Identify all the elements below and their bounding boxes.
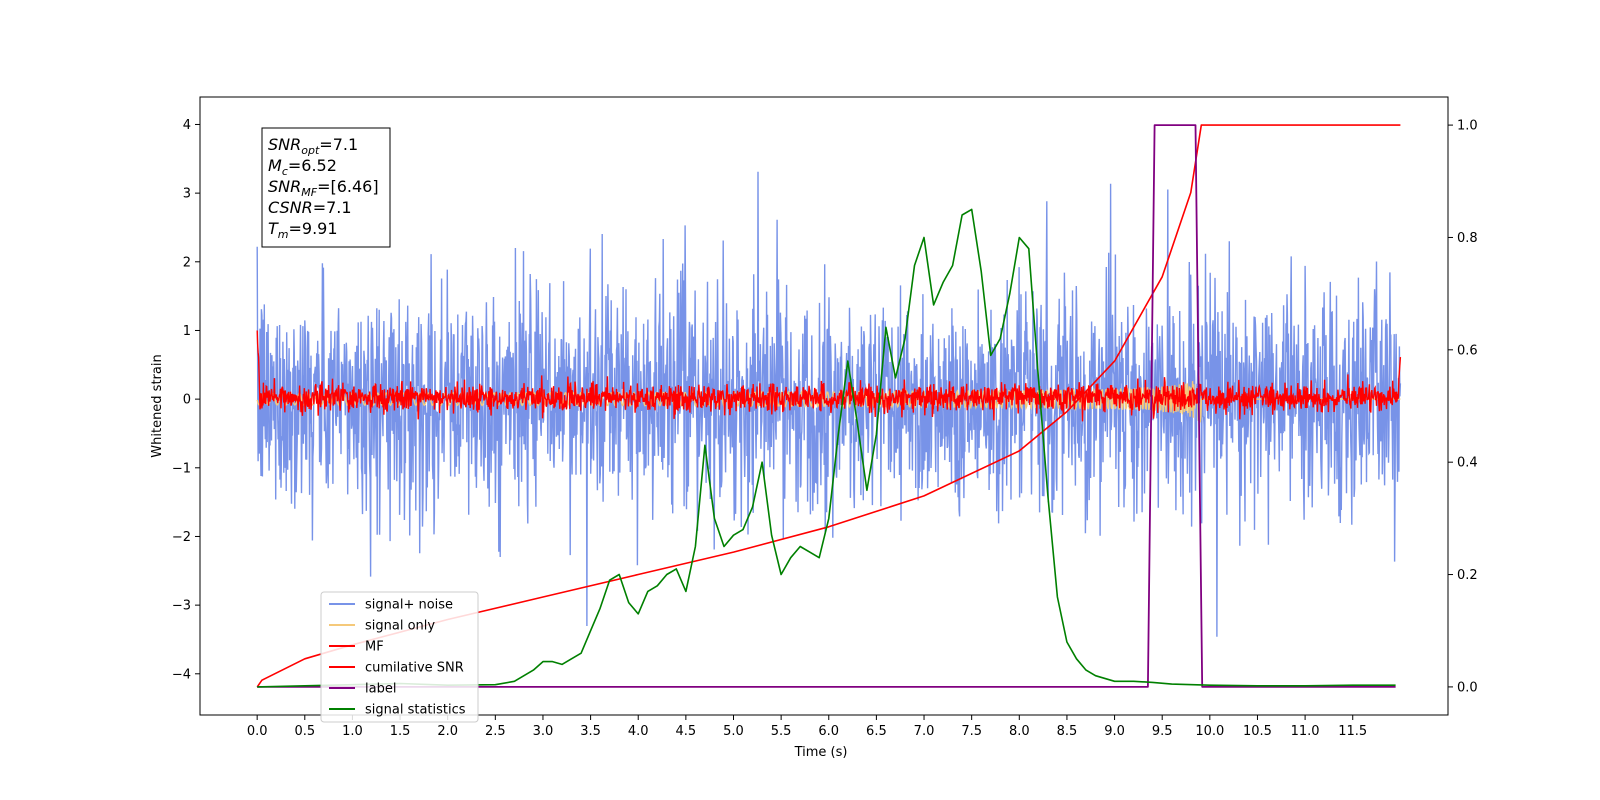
x-tick-label: 7.0 bbox=[914, 724, 935, 739]
x-axis: 0.0 0.5 1.0 1.5 2.0 2.5 3.0 3.5 4.0 4.5 5.0 5.5 6.0 6… bbox=[247, 715, 1367, 739]
x-tick-label: 10.5 bbox=[1243, 724, 1272, 739]
annotation-value: =7.1 bbox=[313, 198, 352, 217]
annotation-line: SNRopt=7.1 bbox=[268, 135, 358, 157]
plot-frame bbox=[199, 96, 1449, 716]
y2-tick-label: 0.0 bbox=[1457, 680, 1478, 695]
series-mf-line bbox=[256, 330, 1402, 422]
x-tick-label: 0.0 bbox=[247, 724, 268, 739]
y2-tick-label: 0.2 bbox=[1457, 568, 1478, 583]
y2-tick-label: 0.4 bbox=[1457, 456, 1478, 471]
y-tick-label: −2 bbox=[172, 530, 191, 545]
y-tick-label: −1 bbox=[172, 461, 191, 476]
legend: signal+ noise signal only MF cumilative SNR… bbox=[320, 591, 479, 723]
series-signal-noise-line bbox=[256, 171, 1402, 637]
y-tick-label: 3 bbox=[183, 187, 191, 202]
annotation-line: Tm=9.91 bbox=[268, 219, 338, 241]
annotation-name: SNR bbox=[268, 177, 301, 196]
annotation-subscript: opt bbox=[301, 144, 320, 157]
annotation-line: SNRMF=[6.46] bbox=[268, 177, 379, 199]
annotation-name: CSNR bbox=[268, 198, 313, 217]
legend-label: signal only bbox=[365, 619, 435, 634]
y-tick-label: −4 bbox=[172, 667, 191, 682]
y-axis-right: 0.0 0.2 0.4 0.6 0.8 1.0 bbox=[1448, 119, 1478, 695]
x-tick-label: 4.5 bbox=[676, 724, 697, 739]
x-tick-label: 5.5 bbox=[771, 724, 792, 739]
annotation-value: =9.91 bbox=[289, 219, 338, 238]
annotation-subscript: m bbox=[278, 228, 289, 241]
annotation-value: =7.1 bbox=[319, 135, 358, 154]
x-tick-label: 8.5 bbox=[1057, 724, 1078, 739]
x-tick-label: 7.5 bbox=[961, 724, 982, 739]
x-tick-label: 9.0 bbox=[1104, 724, 1125, 739]
x-tick-label: 10.0 bbox=[1195, 724, 1224, 739]
annotation-name: M bbox=[268, 156, 282, 175]
y2-tick-label: 0.8 bbox=[1457, 231, 1478, 246]
x-tick-label: 3.0 bbox=[533, 724, 554, 739]
x-tick-label: 4.0 bbox=[628, 724, 649, 739]
annotation-subscript: MF bbox=[301, 186, 317, 199]
annotation-name: T bbox=[268, 219, 279, 238]
legend-label: signal+ noise bbox=[365, 598, 453, 613]
y-tick-label: −3 bbox=[172, 599, 191, 614]
annotation-subscript: c bbox=[282, 165, 288, 178]
x-tick-label: 6.5 bbox=[866, 724, 887, 739]
annotation-box: SNRopt=7.1Mc=6.52SNRMF=[6.46]CSNR=7.1Tm=… bbox=[261, 127, 391, 248]
x-tick-label: 2.5 bbox=[485, 724, 506, 739]
y-axis-left: −4 −3 −2 −1 0 1 2 3 4 bbox=[172, 118, 200, 682]
y-tick-label: 1 bbox=[183, 324, 191, 339]
y-tick-label: 2 bbox=[183, 255, 191, 270]
x-axis-label: Time (s) bbox=[794, 745, 848, 760]
x-tick-label: 11.0 bbox=[1291, 724, 1320, 739]
y2-tick-label: 0.6 bbox=[1457, 343, 1478, 358]
x-tick-label: 8.0 bbox=[1009, 724, 1030, 739]
x-tick-label: 5.0 bbox=[723, 724, 744, 739]
annotation-name: SNR bbox=[268, 135, 301, 154]
annotation-line: Mc=6.52 bbox=[268, 156, 337, 178]
annotation-frame bbox=[261, 127, 391, 248]
series-label-line bbox=[257, 124, 1396, 688]
y-tick-label: 0 bbox=[183, 393, 191, 408]
annotation-value: =6.52 bbox=[288, 156, 337, 175]
legend-label: label bbox=[365, 682, 396, 697]
x-tick-label: 3.5 bbox=[580, 724, 601, 739]
legend-label: signal statistics bbox=[365, 703, 466, 718]
y2-tick-label: 1.0 bbox=[1457, 119, 1478, 134]
legend-label: MF bbox=[365, 640, 384, 655]
x-tick-label: 1.0 bbox=[342, 724, 363, 739]
x-tick-label: 9.5 bbox=[1152, 724, 1173, 739]
annotation-value: =[6.46] bbox=[317, 177, 379, 196]
x-tick-label: 1.5 bbox=[390, 724, 411, 739]
x-tick-label: 2.0 bbox=[437, 724, 458, 739]
legend-label: cumilative SNR bbox=[365, 661, 464, 676]
x-tick-label: 6.0 bbox=[818, 724, 839, 739]
x-tick-label: 0.5 bbox=[294, 724, 315, 739]
series-signal-statistics-line bbox=[257, 208, 1396, 688]
y-tick-label: 4 bbox=[183, 118, 191, 133]
legend-frame bbox=[320, 591, 479, 723]
y-axis-label: Whitened strain bbox=[150, 354, 165, 457]
x-tick-label: 11.5 bbox=[1338, 724, 1367, 739]
annotation-line: CSNR=7.1 bbox=[268, 198, 352, 217]
